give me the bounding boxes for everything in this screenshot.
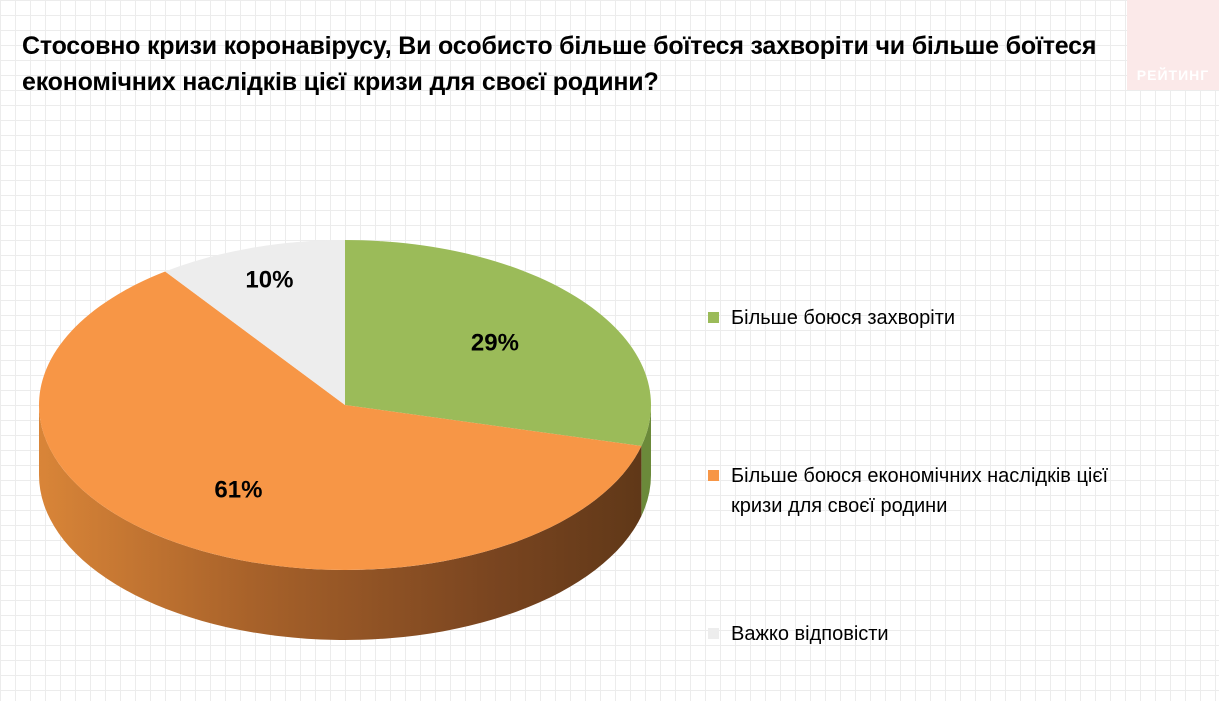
rating-logo: РЕЙТИНГ [1127,0,1219,90]
pie-slice-sick [345,240,652,447]
logo-text: РЕЙТИНГ [1136,67,1210,83]
legend-item-economic: Більше боюся економічних наслідків цієї … [708,461,1138,521]
pie-side-sick [641,405,651,517]
legend-label-economic: Більше боюся економічних наслідків цієї … [731,465,1109,517]
chart-title: Стосовно кризи коронавірусу, Ви особисто… [22,32,1097,96]
legend-item-sick: Більше боюся захворіти [708,303,1168,333]
legend-item-hard-to-say: Важко відповісти [708,619,1168,649]
pie-slice-economic [39,271,642,570]
pie-slice-hard-to-say [165,240,345,405]
pie-label-economic: 61% [214,477,262,504]
legend-swatch-economic [708,470,719,481]
legend-label-hard-to-say: Важко відповісти [731,623,889,645]
legend-swatch-sick [708,312,719,323]
pie-top [39,240,652,570]
legend-label-sick: Більше боюся захворіти [731,307,956,329]
pie-label-hard-to-say: 10% [245,267,293,294]
pie-side-economic [39,405,642,641]
legend-swatch-hard-to-say [708,628,719,639]
pie-sides [39,405,651,641]
pie-labels: 29% 61% 10% [214,267,519,504]
pie-label-sick: 29% [471,329,519,356]
